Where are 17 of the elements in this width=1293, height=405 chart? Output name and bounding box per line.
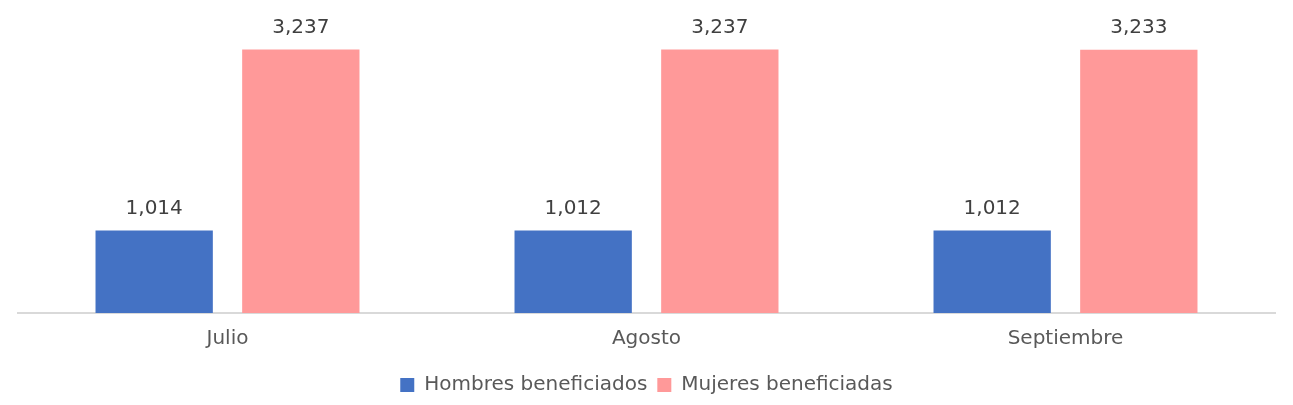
legend-label: Mujeres beneficiadas: [681, 371, 893, 396]
bar: [95, 230, 213, 313]
data-label: 3,237: [691, 13, 749, 38]
bar: [661, 49, 779, 313]
x-tick-label: Julio: [204, 325, 249, 350]
bar: [1080, 49, 1198, 313]
bar: [933, 230, 1051, 313]
x-tick-label: Septiembre: [1007, 325, 1124, 350]
legend-label: Hombres beneficiados: [424, 371, 648, 396]
data-label: 1,012: [963, 194, 1021, 219]
data-label: 3,237: [272, 13, 330, 38]
bar: [514, 230, 632, 313]
x-tick-label: Agosto: [611, 325, 682, 350]
data-label: 1,012: [544, 194, 602, 219]
data-label: 1,014: [125, 194, 183, 219]
data-label: 3,233: [1110, 13, 1168, 38]
bar: [242, 49, 360, 313]
